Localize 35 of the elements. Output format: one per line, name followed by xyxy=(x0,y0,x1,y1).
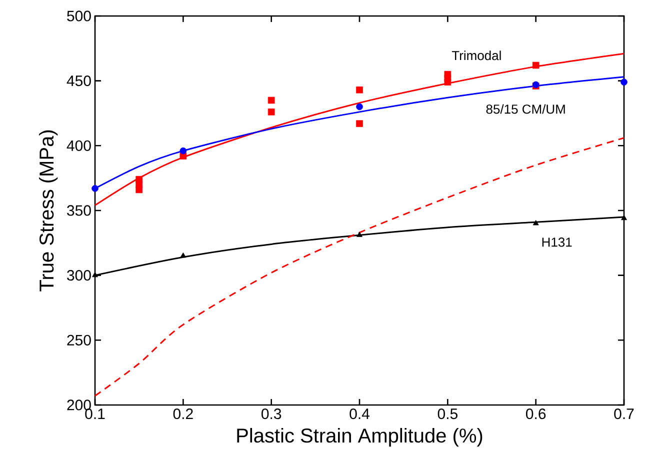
x-tick-label: 0.5 xyxy=(438,408,458,420)
point xyxy=(136,176,142,183)
y-axis-title: True Stress (MPa) xyxy=(38,130,58,292)
point xyxy=(532,62,540,69)
y-tick-label: 200 xyxy=(67,400,91,410)
x-tick-label: 0.2 xyxy=(173,408,193,420)
point xyxy=(356,103,363,110)
point xyxy=(356,120,363,128)
y-tick-label: 250 xyxy=(67,334,91,346)
x-axis-title: Plastic Strain Amplitude (%) xyxy=(237,428,482,447)
y-tick-label: 300 xyxy=(67,270,91,281)
point xyxy=(620,78,628,86)
series-label: H131 xyxy=(542,238,572,247)
point xyxy=(180,252,186,258)
x-tick-label: 0.1 xyxy=(85,408,105,420)
point xyxy=(532,220,539,226)
y-tick-label: 350 xyxy=(67,205,91,216)
point xyxy=(444,70,452,78)
x-tick-label: 0.6 xyxy=(526,408,546,420)
line-series xyxy=(94,52,625,206)
x-tick-label: 0.7 xyxy=(614,408,634,420)
line-series xyxy=(94,137,625,397)
point xyxy=(180,147,187,154)
series-label: Trimodal xyxy=(452,50,501,60)
x-tick-label: 0.3 xyxy=(262,408,282,420)
point xyxy=(92,185,98,192)
series-label: 85/15 CM/UM xyxy=(486,104,565,114)
y-tick-label: 400 xyxy=(66,140,91,151)
x-tick-label: 0.4 xyxy=(350,408,370,420)
y-tick-label: 450 xyxy=(66,76,91,86)
point xyxy=(268,96,275,104)
point xyxy=(356,232,362,237)
point xyxy=(268,108,275,116)
point xyxy=(356,86,363,94)
y-tick-label: 500 xyxy=(67,10,91,22)
